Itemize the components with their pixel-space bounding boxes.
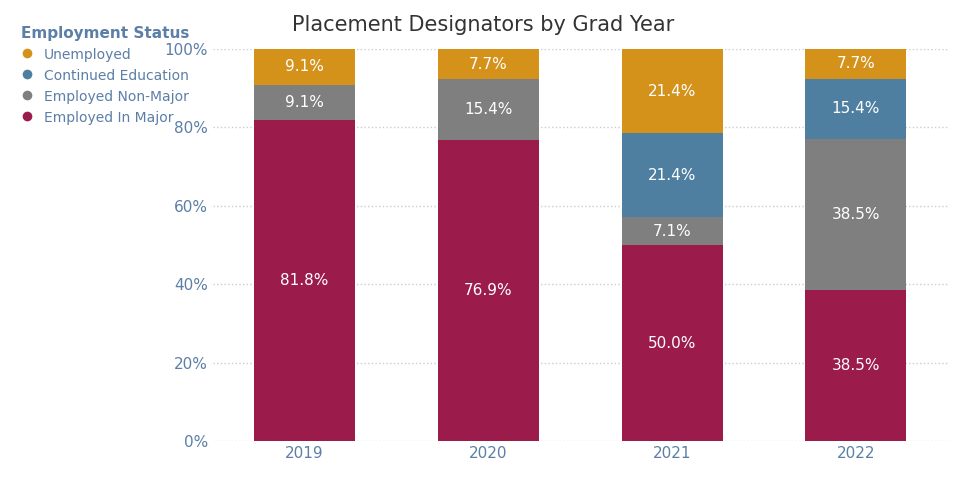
Text: 9.1%: 9.1% xyxy=(285,95,324,110)
Text: 15.4%: 15.4% xyxy=(832,101,880,117)
Bar xyxy=(438,49,539,79)
Bar xyxy=(806,290,906,441)
Text: 21.4%: 21.4% xyxy=(648,84,696,99)
Text: 7.7%: 7.7% xyxy=(469,56,508,72)
Text: 15.4%: 15.4% xyxy=(464,102,513,117)
Text: 76.9%: 76.9% xyxy=(464,283,513,298)
Bar xyxy=(622,133,722,217)
Bar xyxy=(438,79,539,140)
Bar xyxy=(806,49,906,79)
Bar xyxy=(254,121,355,441)
Text: Placement Designators by Grad Year: Placement Designators by Grad Year xyxy=(292,15,675,35)
Text: 9.1%: 9.1% xyxy=(285,59,324,74)
Bar xyxy=(254,85,355,121)
Bar xyxy=(622,245,722,441)
Text: 21.4%: 21.4% xyxy=(648,168,696,183)
Bar xyxy=(806,79,906,139)
Text: 7.7%: 7.7% xyxy=(836,56,875,71)
Bar xyxy=(622,217,722,245)
Text: 81.8%: 81.8% xyxy=(280,273,329,288)
Bar xyxy=(438,140,539,441)
Text: 7.1%: 7.1% xyxy=(653,223,691,239)
Bar xyxy=(254,49,355,85)
Bar xyxy=(806,139,906,290)
Text: 50.0%: 50.0% xyxy=(648,336,696,350)
Text: 38.5%: 38.5% xyxy=(832,358,880,373)
Text: 38.5%: 38.5% xyxy=(832,207,880,222)
Bar xyxy=(622,49,722,133)
Legend: Unemployed, Continued Education, Employed Non-Major, Employed In Major: Unemployed, Continued Education, Employe… xyxy=(16,22,193,129)
